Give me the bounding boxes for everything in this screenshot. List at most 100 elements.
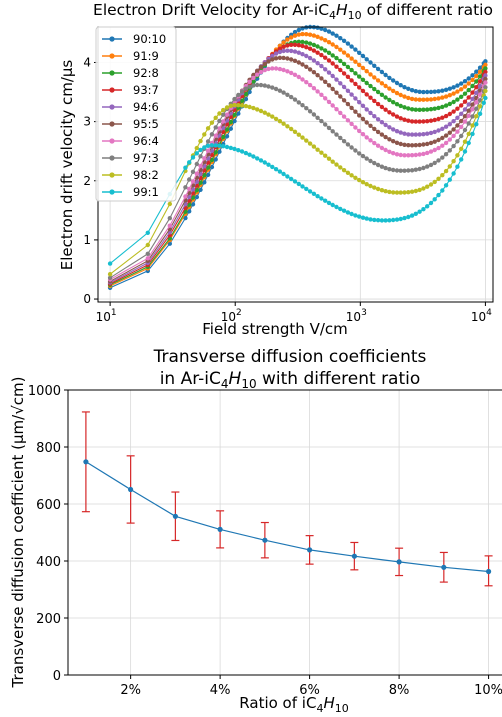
series-point <box>273 167 279 172</box>
series-point <box>372 217 377 223</box>
series-point <box>345 41 351 46</box>
series-point <box>459 146 464 151</box>
series-point <box>364 92 369 97</box>
series-point <box>406 168 411 173</box>
series-point <box>383 189 388 194</box>
series-point <box>462 79 468 84</box>
series-point <box>187 186 192 192</box>
series-point <box>330 73 335 79</box>
series-point <box>409 189 415 194</box>
series-point <box>379 81 385 86</box>
top-x-tick-label: 104 <box>471 308 492 324</box>
series-point <box>145 256 150 261</box>
series-point <box>315 89 320 94</box>
series-point <box>334 107 339 112</box>
series-point <box>459 87 464 92</box>
series-point <box>217 111 222 116</box>
series-point <box>436 137 441 143</box>
series-point <box>470 83 475 89</box>
series-point <box>300 39 305 45</box>
series-point <box>417 107 422 113</box>
series-point <box>270 66 275 71</box>
series-point <box>402 190 407 195</box>
series-point <box>368 110 373 116</box>
series-point <box>406 132 411 137</box>
series-point <box>455 123 460 128</box>
series-point <box>315 147 320 152</box>
series-point <box>474 79 479 84</box>
series-point <box>440 126 445 131</box>
series-point <box>304 64 309 70</box>
series-point <box>262 110 267 115</box>
series-point <box>145 242 150 248</box>
series-point <box>319 196 324 201</box>
series-point <box>277 49 283 55</box>
series-point <box>383 134 388 140</box>
series-point <box>296 132 301 137</box>
series-point <box>357 74 362 79</box>
legend-marker <box>109 36 115 42</box>
series-point <box>213 143 218 148</box>
series-point <box>432 89 437 94</box>
series-point <box>304 186 309 192</box>
series-point <box>451 99 456 105</box>
series-point <box>459 157 464 162</box>
series-point <box>307 46 313 51</box>
series-point <box>391 139 396 144</box>
series-point <box>251 75 256 81</box>
series-point <box>341 98 347 103</box>
series-point <box>311 48 317 53</box>
series-point <box>455 106 460 111</box>
bottom-y-tick-label: 200 <box>36 612 61 627</box>
series-point <box>334 162 339 167</box>
series-point <box>258 69 264 75</box>
series-point <box>349 78 354 83</box>
series-point <box>281 121 286 126</box>
series-point <box>285 69 290 74</box>
series-point <box>451 159 456 164</box>
series-point <box>436 192 441 198</box>
series-point <box>477 69 483 75</box>
series-point <box>273 66 279 71</box>
series-point <box>387 97 392 103</box>
series-point <box>459 124 464 130</box>
series-point <box>459 133 464 139</box>
legend-marker <box>109 53 115 59</box>
series-point <box>209 164 215 170</box>
legend-label: 97:3 <box>133 151 159 165</box>
series-point <box>428 149 434 154</box>
series-point <box>375 143 381 148</box>
series-point <box>398 130 403 135</box>
series-point <box>368 123 373 128</box>
legend-label: 99:1 <box>133 185 159 199</box>
series-point <box>270 53 275 59</box>
series-point <box>394 217 400 222</box>
series-point <box>307 55 313 61</box>
series-point <box>270 114 275 119</box>
series-point <box>440 143 445 148</box>
series-point <box>413 167 418 172</box>
series-point <box>383 165 388 171</box>
series-point <box>425 97 430 102</box>
series-point <box>459 103 464 108</box>
legend-marker <box>109 172 115 178</box>
top-legend: 90:10 91:9 92:8 93:7 94:6 95:5 96:4 97:3 98:2 99:… <box>95 26 177 202</box>
series-point <box>326 99 332 105</box>
series-point <box>326 58 332 63</box>
series-point <box>323 153 328 158</box>
series-point <box>277 169 283 174</box>
series-point <box>338 165 343 170</box>
series-point <box>372 160 377 166</box>
series-point <box>319 63 324 69</box>
series-point <box>224 144 230 150</box>
series-point <box>334 77 339 82</box>
series-point <box>379 188 385 193</box>
series-point <box>436 116 441 122</box>
series-point <box>428 97 434 102</box>
series-point <box>470 107 475 112</box>
series-point <box>315 44 320 49</box>
series-point <box>330 103 335 108</box>
diffusion-point <box>172 513 178 519</box>
bottom-y-tick-label: 600 <box>36 498 61 513</box>
series-point <box>379 92 385 98</box>
